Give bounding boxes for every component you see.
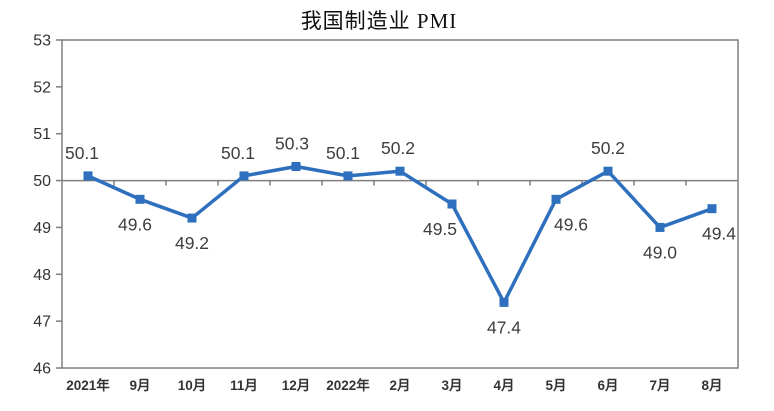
data-point-marker	[239, 171, 249, 181]
data-point-label: 50.1	[326, 143, 360, 163]
y-axis-label: 46	[33, 361, 51, 378]
top-crop-mask	[0, 0, 58, 33]
x-axis-label: 3月	[441, 378, 462, 393]
data-point-marker	[447, 199, 457, 209]
data-point-marker	[655, 222, 665, 232]
data-point-marker	[707, 204, 717, 214]
x-axis-label: 7月	[649, 378, 670, 393]
x-axis-label: 6月	[597, 378, 618, 393]
data-point-label: 49.6	[118, 214, 152, 234]
data-point-label: 49.5	[423, 219, 457, 239]
x-axis-label: 4月	[493, 378, 514, 393]
data-point-marker	[551, 194, 561, 204]
data-point-label: 50.1	[65, 143, 99, 163]
y-axis-label: 47	[33, 314, 51, 331]
y-axis-label: 53	[33, 33, 51, 50]
data-point-marker	[499, 297, 509, 307]
y-axis-label: 49	[33, 220, 51, 237]
data-point-marker	[343, 171, 353, 181]
chart-title: 我国制造业 PMI	[300, 9, 458, 33]
data-point-label: 50.2	[381, 138, 415, 158]
data-point-label: 50.1	[221, 143, 255, 163]
data-point-marker	[135, 194, 145, 204]
x-axis-label: 2022年	[326, 377, 370, 393]
x-axis-label: 2月	[389, 378, 410, 393]
data-point-marker	[395, 166, 405, 176]
y-axis-label: 52	[33, 79, 51, 96]
data-point-label: 47.4	[487, 317, 521, 337]
data-point-label: 49.6	[554, 214, 588, 234]
data-point-label: 50.3	[275, 134, 309, 154]
data-point-marker	[187, 213, 197, 223]
data-point-marker	[291, 162, 301, 172]
plot-frame	[61, 39, 739, 369]
data-point-label: 50.2	[591, 138, 625, 158]
x-axis-label: 2021年	[66, 377, 110, 393]
y-axis-label: 50	[33, 173, 51, 190]
x-axis-label: 8月	[701, 378, 722, 393]
data-point-marker	[83, 171, 93, 181]
data-point-label: 49.0	[643, 242, 677, 262]
x-axis-label: 12月	[282, 378, 311, 393]
x-axis-label: 5月	[545, 378, 566, 393]
x-axis-label: 10月	[178, 378, 207, 393]
x-axis-label: 9月	[129, 378, 150, 393]
y-axis-label: 51	[33, 126, 51, 143]
data-point-label: 49.2	[175, 233, 209, 253]
data-point-marker	[603, 166, 613, 176]
data-point-label: 49.4	[702, 224, 736, 244]
y-axis-label: 48	[33, 267, 51, 284]
x-axis-label: 11月	[230, 378, 258, 393]
